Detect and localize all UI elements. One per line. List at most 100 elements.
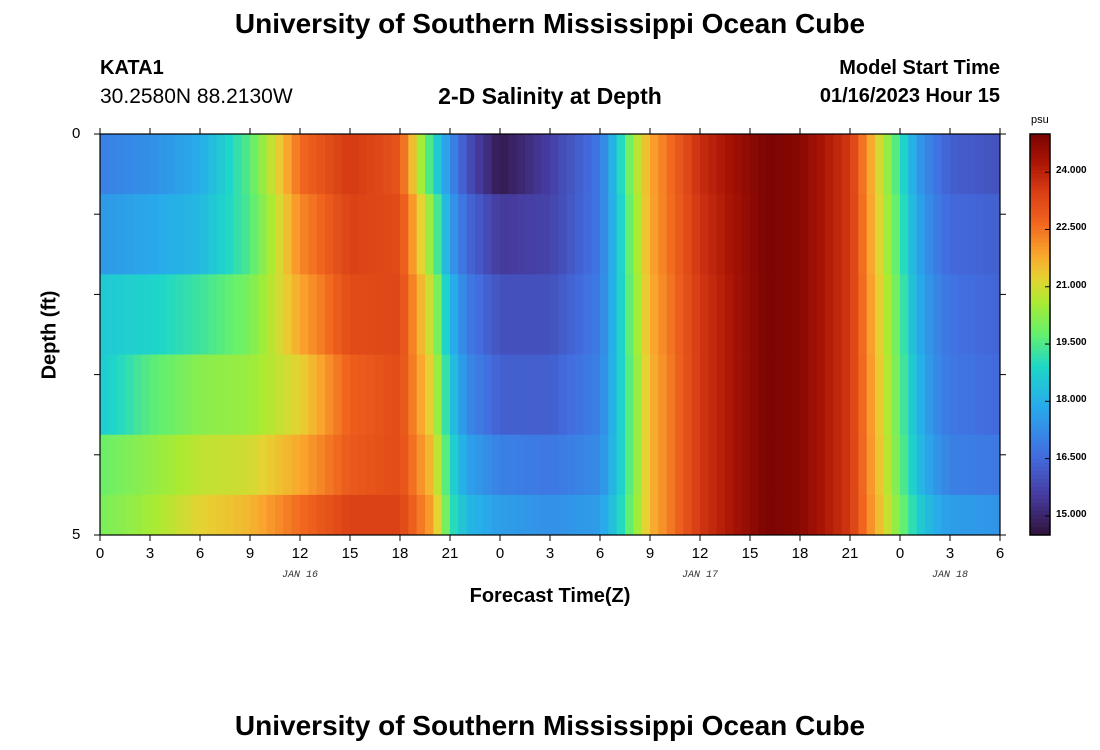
heatmap-cell xyxy=(600,274,609,355)
heatmap-cell xyxy=(783,134,793,195)
colorbar-segment xyxy=(1030,526,1050,532)
heatmap-cell xyxy=(658,434,668,496)
heatmap-cell xyxy=(958,354,968,436)
heatmap-cell xyxy=(841,494,851,536)
heatmap-cell xyxy=(666,354,676,436)
heatmap-cell xyxy=(433,194,443,275)
heatmap-cell xyxy=(250,134,259,195)
heatmap-cell xyxy=(541,494,551,536)
heatmap-cell xyxy=(358,434,368,496)
heatmap-cell xyxy=(416,274,426,355)
colorbar-segment xyxy=(1030,294,1050,299)
colorbar-segment xyxy=(1030,402,1050,408)
heatmap-cell xyxy=(650,494,659,536)
heatmap-cell xyxy=(391,494,401,536)
heatmap-cell xyxy=(366,434,376,496)
colorbar-segment xyxy=(1030,426,1050,432)
heatmap-cell xyxy=(508,274,518,355)
colorbar-segment xyxy=(1030,342,1050,348)
heatmap-cell xyxy=(175,194,184,275)
heatmap-cell xyxy=(833,434,843,496)
heatmap-cell xyxy=(525,354,534,436)
heatmap-cell xyxy=(308,354,318,436)
heatmap-cell xyxy=(591,434,601,496)
heatmap-cell xyxy=(300,134,309,195)
colorbar-segment xyxy=(1030,422,1050,428)
heatmap-cell xyxy=(133,194,143,275)
heatmap-cell xyxy=(916,274,926,355)
heatmap-cell xyxy=(433,494,443,536)
colorbar-segment xyxy=(1030,258,1050,263)
heatmap-cell xyxy=(825,494,834,536)
heatmap-cell xyxy=(650,434,659,496)
heatmap-cell xyxy=(108,434,118,496)
colorbar-segment xyxy=(1030,362,1050,368)
heatmap-cell xyxy=(583,434,593,496)
colorbar-segment xyxy=(1030,166,1050,171)
heatmap-cell xyxy=(708,274,718,355)
colorbar-segment xyxy=(1030,182,1050,187)
heatmap-cell xyxy=(708,194,718,275)
heatmap-cell xyxy=(683,274,693,355)
heatmap-cell xyxy=(741,274,751,355)
heatmap-cell xyxy=(183,194,193,275)
colorbar-tick-label: 19.500 xyxy=(1056,337,1087,349)
heatmap-cell xyxy=(300,274,309,355)
heatmap-cell xyxy=(125,134,134,195)
heatmap-cell xyxy=(825,434,834,496)
x-tick-label: 21 xyxy=(841,545,859,562)
heatmap-cell xyxy=(683,494,693,536)
heatmap-cell xyxy=(808,434,818,496)
heatmap-cell xyxy=(608,354,618,436)
heatmap-cell xyxy=(683,354,693,436)
heatmap-cell xyxy=(891,494,901,536)
heatmap-cell xyxy=(658,194,668,275)
colorbar-segment xyxy=(1030,366,1050,372)
heatmap-cell xyxy=(708,494,718,536)
heatmap-cell xyxy=(600,434,609,496)
heatmap-cell xyxy=(166,194,176,275)
heatmap-cell xyxy=(558,494,568,536)
heatmap-cell xyxy=(983,134,993,195)
heatmap-cell xyxy=(808,134,818,195)
heatmap-cell xyxy=(966,194,976,275)
heatmap-cell xyxy=(783,434,793,496)
heatmap-cell xyxy=(333,134,343,195)
heatmap-cell xyxy=(633,274,643,355)
heatmap-cell xyxy=(550,494,559,536)
heatmap-cell xyxy=(183,354,193,436)
heatmap-cell xyxy=(891,434,901,496)
colorbar-segment xyxy=(1030,278,1050,283)
heatmap-cell xyxy=(283,194,293,275)
heatmap-cell xyxy=(366,274,376,355)
heatmap-cell xyxy=(541,274,551,355)
colorbar-segment xyxy=(1030,350,1050,356)
heatmap-cell xyxy=(366,134,376,195)
colorbar-segment xyxy=(1030,330,1050,335)
heatmap-cell xyxy=(741,134,751,195)
heatmap-cell xyxy=(825,194,834,275)
heatmap-cell xyxy=(200,134,209,195)
heatmap-cell xyxy=(125,194,134,275)
heatmap-cell xyxy=(300,494,309,536)
heatmap-cell xyxy=(333,354,343,436)
colorbar-segment xyxy=(1030,478,1050,484)
heatmap-cell xyxy=(908,194,918,275)
heatmap-cell xyxy=(816,274,826,355)
heatmap-cell xyxy=(950,194,959,275)
colorbar-segment xyxy=(1030,454,1050,460)
heatmap-cell xyxy=(975,354,984,436)
heatmap-cell xyxy=(783,354,793,436)
heatmap-cell xyxy=(191,274,201,355)
heatmap-cell xyxy=(283,494,293,536)
heatmap-cell xyxy=(883,354,893,436)
heatmap-cell xyxy=(508,434,518,496)
heatmap-cell xyxy=(625,194,634,275)
colorbar-segment xyxy=(1030,302,1050,307)
heatmap-cell xyxy=(558,134,568,195)
heatmap-cell xyxy=(675,274,684,355)
heatmap-cell xyxy=(458,134,468,195)
heatmap-cell xyxy=(141,434,151,496)
heatmap-cell xyxy=(700,434,709,496)
heatmap-cell xyxy=(291,494,301,536)
